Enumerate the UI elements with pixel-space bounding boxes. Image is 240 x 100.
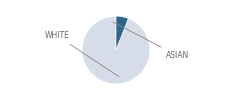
Wedge shape (116, 16, 128, 50)
Text: WHITE: WHITE (44, 31, 119, 77)
Text: ASIAN: ASIAN (113, 22, 189, 60)
Wedge shape (82, 16, 150, 84)
Legend: 94.0%, 6.0%: 94.0%, 6.0% (27, 99, 102, 100)
